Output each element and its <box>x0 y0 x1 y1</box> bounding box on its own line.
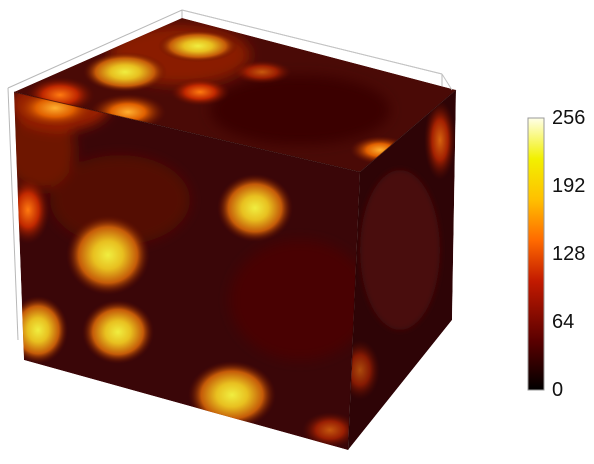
cube-edges <box>13 89 457 451</box>
colorbar-tick-label: 0 <box>552 379 564 401</box>
colorbar-tick-label: 128 <box>552 243 586 265</box>
colorbar-tick-label: 256 <box>552 107 586 129</box>
colorbar-gradient <box>527 117 545 391</box>
colorbar-tick-label: 192 <box>552 175 586 197</box>
colorbar-tick-label: 64 <box>552 311 575 333</box>
cube-right-face <box>348 90 456 450</box>
bounding-box-front <box>181 9 453 91</box>
